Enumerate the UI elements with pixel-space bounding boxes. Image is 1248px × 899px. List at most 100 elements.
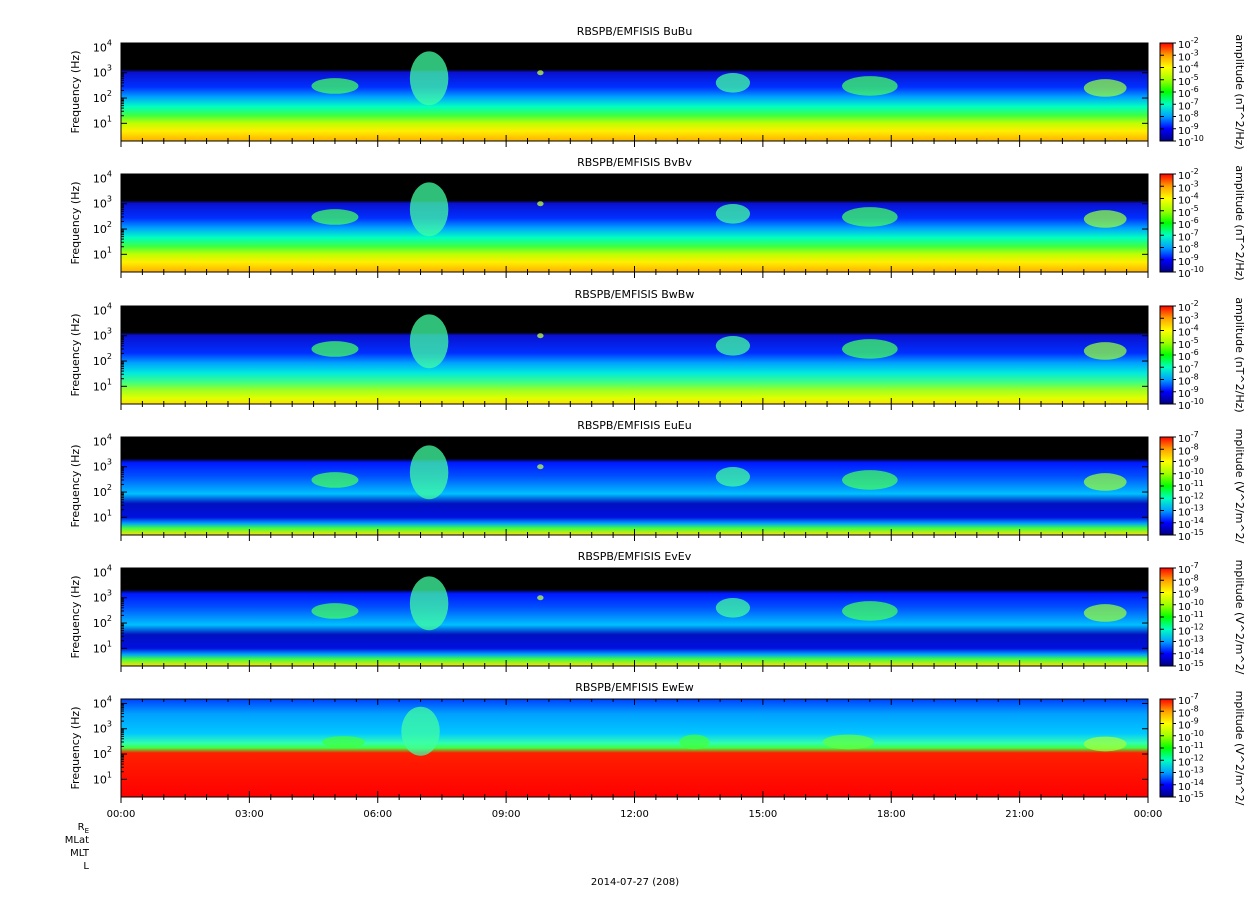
- y-tick-label: 104: [93, 301, 112, 317]
- colorbar-tick-label: 10-7: [1178, 561, 1199, 576]
- spectrogram-panel: RBSPB/EMFISIS EuEu Frequency (Hz) 101 102 10…: [69, 419, 1246, 544]
- y-tick-label: 104: [93, 169, 112, 185]
- x-tick-label: 00:00: [1134, 809, 1163, 820]
- emission-region: [409, 314, 449, 369]
- y-tick-label: 104: [93, 563, 112, 579]
- colorbar-tick-label: 10-6: [1178, 348, 1199, 363]
- emission-region: [409, 445, 449, 500]
- emission-region: [1083, 736, 1127, 752]
- colorbar-tick-label: 10-12: [1178, 753, 1204, 768]
- x-tick-label: 06:00: [363, 809, 392, 820]
- colorbar-tick-label: 10-2: [1178, 36, 1199, 51]
- y-tick-label: 102: [93, 220, 112, 236]
- spectrogram-panel: RBSPB/EMFISIS BuBu Frequency (Hz) 101 102 10…: [69, 25, 1246, 150]
- y-tick-label: 102: [93, 352, 112, 368]
- spectrogram-image: [121, 174, 1148, 272]
- colorbar-tick-label: 10-2: [1178, 167, 1199, 182]
- colorbar-tick-label: 10-10: [1178, 598, 1204, 613]
- colorbar-tick-label: 10-11: [1178, 741, 1204, 756]
- panel-title: RBSPB/EMFISIS EuEu: [577, 419, 691, 432]
- emission-region: [715, 336, 751, 356]
- emission-region: [842, 339, 898, 359]
- spectrogram-panel: RBSPB/EMFISIS BwBw Frequency (Hz) 101 102 10…: [69, 288, 1246, 413]
- colorbar-tick-label: 10-11: [1178, 610, 1204, 625]
- x-tick-label: 15:00: [748, 809, 777, 820]
- emission-region: [1083, 79, 1127, 97]
- emission-region: [311, 341, 359, 357]
- y-tick-label: 101: [93, 245, 112, 261]
- colorbar-tick-label: 10-11: [1178, 479, 1204, 494]
- emission-region: [401, 706, 440, 756]
- emission-region: [715, 73, 751, 93]
- colorbar-label: mplitude (V^2/m^2/: [1233, 691, 1246, 806]
- spectrogram-image: [121, 437, 1148, 535]
- y-tick-label: 104: [93, 432, 112, 448]
- colorbar-tick-label: 10-9: [1178, 586, 1199, 601]
- y-axis-label: Frequency (Hz): [69, 182, 82, 265]
- colorbar-label: amplitude (nT^2/Hz): [1233, 297, 1246, 412]
- emission-region: [715, 467, 751, 487]
- y-tick-label: 104: [93, 694, 112, 710]
- spectrogram-panel: RBSPB/EMFISIS EwEw Frequency (Hz) 101 102 10…: [69, 681, 1246, 806]
- emission-region: [537, 464, 544, 470]
- y-tick-label: 101: [93, 770, 112, 786]
- y-tick-label: 101: [93, 508, 112, 524]
- colorbar-label: mplitude (V^2/m^2/: [1233, 560, 1246, 675]
- colorbar-tick-label: 10-8: [1178, 241, 1199, 256]
- emission-region: [1083, 342, 1127, 360]
- time-axis: 00:00 03:00 06:00 09:00 12:00 15:00 18:00 21:00…: [107, 809, 1163, 820]
- emission-region: [322, 736, 365, 748]
- x-tick-label: 18:00: [877, 809, 906, 820]
- emission-region: [311, 472, 359, 488]
- y-axis-label: Frequency (Hz): [69, 707, 82, 790]
- emission-region: [842, 76, 898, 96]
- emission-region: [1083, 604, 1127, 622]
- spectrogram-image: [121, 699, 1148, 797]
- colorbar-label: mplitude (V^2/m^2/: [1233, 429, 1246, 544]
- colorbar-tick-label: 10-4: [1178, 324, 1199, 339]
- colorbar-tick-label: 10-7: [1178, 228, 1199, 243]
- x-tick-label: 00:00: [107, 809, 136, 820]
- emission-region: [1083, 473, 1127, 491]
- colorbar-tick-label: 10-9: [1178, 385, 1199, 400]
- colorbar-tick-label: 10-3: [1178, 179, 1199, 194]
- spectrogram-image: [121, 568, 1148, 666]
- colorbar-label: amplitude (nT^2/Hz): [1233, 34, 1246, 149]
- colorbar-tick-label: 10-5: [1178, 204, 1199, 219]
- x-axis-date-label: 2014-07-27 (208): [591, 877, 679, 888]
- colorbar-tick-label: 10-12: [1178, 622, 1204, 637]
- colorbar-tick-label: 10-12: [1178, 491, 1204, 506]
- colorbar-tick-label: 10-10: [1178, 134, 1204, 149]
- emission-region: [715, 204, 751, 224]
- y-tick-label: 102: [93, 614, 112, 630]
- emission-region: [409, 576, 449, 631]
- colorbar-tick-label: 10-7: [1178, 692, 1199, 707]
- x-tick-label: 21:00: [1005, 809, 1034, 820]
- colorbar-tick-label: 10-3: [1178, 48, 1199, 63]
- spectrogram-panel: RBSPB/EMFISIS EvEv Frequency (Hz) 101 102 10…: [69, 550, 1246, 675]
- ephem-label-re-sub: E: [85, 827, 89, 835]
- colorbar-tick-label: 10-10: [1178, 729, 1204, 744]
- y-tick-label: 102: [93, 745, 112, 761]
- emission-region: [409, 182, 449, 237]
- y-axis-label: Frequency (Hz): [69, 314, 82, 397]
- y-tick-label: 103: [93, 64, 112, 80]
- y-tick-label: 103: [93, 458, 112, 474]
- colorbar-tick-label: 10-9: [1178, 253, 1199, 268]
- colorbar-tick-label: 10-4: [1178, 61, 1199, 76]
- colorbar-tick-label: 10-6: [1178, 85, 1199, 100]
- emission-region: [311, 78, 359, 94]
- colorbar-tick-label: 10-13: [1178, 766, 1204, 781]
- colorbar-tick-label: 10-7: [1178, 430, 1199, 445]
- emission-region: [311, 209, 359, 225]
- spectrogram-panel: RBSPB/EMFISIS BvBv Frequency (Hz) 101 102 10…: [69, 156, 1246, 281]
- colorbar-tick-label: 10-4: [1178, 192, 1199, 207]
- colorbar-tick-label: 10-8: [1178, 442, 1199, 457]
- ephem-label-l: L: [83, 861, 89, 872]
- colorbar-tick-label: 10-13: [1178, 635, 1204, 650]
- panel-title: RBSPB/EMFISIS BwBw: [575, 288, 695, 301]
- colorbar-tick-label: 10-14: [1178, 516, 1204, 531]
- emission-region: [822, 734, 875, 750]
- y-tick-label: 102: [93, 89, 112, 105]
